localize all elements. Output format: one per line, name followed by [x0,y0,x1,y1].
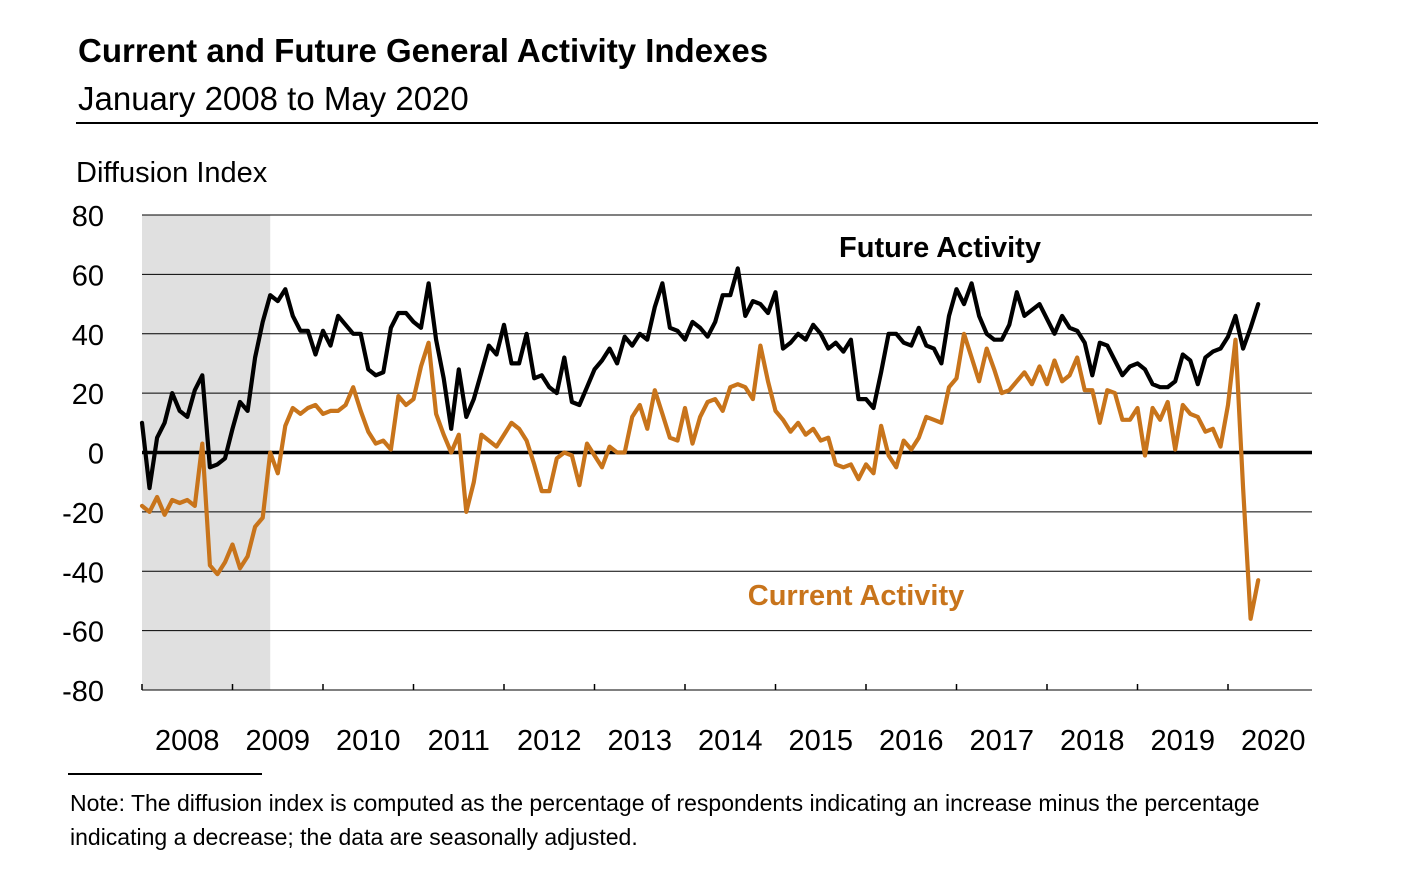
x-tick-label: 2018 [1060,725,1125,757]
note-rule [68,773,262,775]
series-line-current-activity [139,331,1261,621]
y-tick-label: -40 [62,557,104,589]
x-tick-label: 2008 [155,725,220,757]
footnote: Note: The diffusion index is computed as… [70,790,1260,850]
x-tick-label: 2015 [788,725,853,757]
x-tick-label: 2012 [517,725,582,757]
x-tick-label: 2009 [245,725,310,757]
y-tick-label: -20 [62,498,104,530]
y-tick-label: 20 [72,379,104,411]
x-tick-label: 2019 [1150,725,1215,757]
y-tick-label: 80 [72,201,104,233]
series-lines [139,266,1261,621]
title-rule [76,122,1318,124]
y-tick-label: 60 [72,260,104,292]
series-label-future-activity: Future Activity [839,232,1041,264]
x-tick-label: 2010 [336,725,401,757]
x-tick-label: 2013 [607,725,672,757]
x-tick-label: 2017 [969,725,1034,757]
y-tick-labels: -80 -60 -40 -20 0 20 40 60 80 [62,201,104,708]
y-tick-label: 40 [72,320,104,352]
y-tick-label: -60 [62,617,104,649]
series-line-future-activity [139,266,1261,491]
chart-title: Current and Future General Activity Inde… [78,32,769,69]
y-axis-label: Diffusion Index [76,157,268,189]
series-labels: Future Activity Current Activity [748,232,1041,612]
x-tick-label: 2020 [1241,725,1306,757]
y-tick-label: -80 [62,676,104,708]
x-axis: 2008 2009 2010 2011 2012 2013 2014 2015 2016 2017… [141,684,1306,757]
x-tick-label: 2016 [879,725,944,757]
chart-subtitle: January 2008 to May 2020 [78,80,469,117]
x-tick-label: 2014 [698,725,763,757]
x-tick-label: 2011 [428,725,490,757]
series-label-current-activity: Current Activity [748,580,964,612]
gridlines [142,214,1312,691]
y-tick-label: 0 [88,439,104,471]
